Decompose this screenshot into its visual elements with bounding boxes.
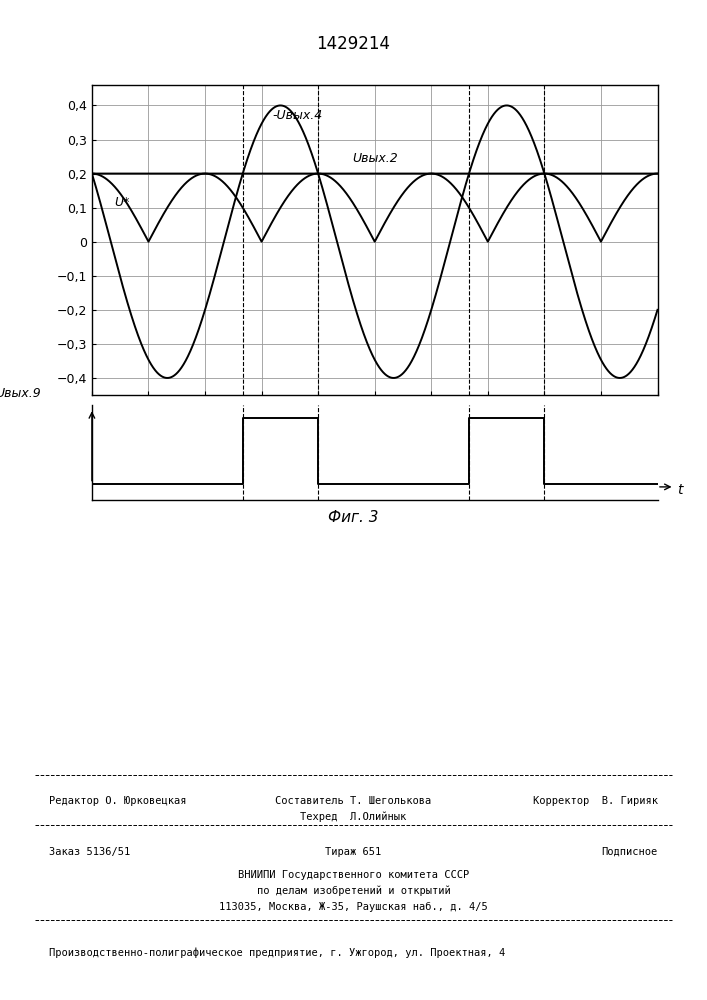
Text: Редактор О. Юрковецкая: Редактор О. Юрковецкая: [49, 796, 187, 806]
Text: U*: U*: [115, 196, 130, 209]
Text: Заказ 5136/51: Заказ 5136/51: [49, 847, 131, 857]
Text: Корректор  В. Гирияк: Корректор В. Гирияк: [532, 796, 658, 806]
Text: 113035, Москва, Ж-35, Раушская наб., д. 4/5: 113035, Москва, Ж-35, Раушская наб., д. …: [219, 902, 488, 912]
Text: Составитель Т. Шеголькова: Составитель Т. Шеголькова: [275, 796, 432, 806]
Text: Uвых.9: Uвых.9: [0, 387, 41, 400]
Text: Подписное: Подписное: [601, 847, 658, 857]
Text: Тираж 651: Тираж 651: [325, 847, 382, 857]
Text: Фиг. 3: Фиг. 3: [328, 510, 379, 525]
Text: -Uвых.4: -Uвых.4: [273, 109, 323, 122]
Text: Техред  Л.Олийнык: Техред Л.Олийнык: [300, 812, 407, 822]
Text: 1429214: 1429214: [317, 35, 390, 53]
Text: ВНИИПИ Государственного комитета СССР: ВНИИПИ Государственного комитета СССР: [238, 870, 469, 880]
Text: Uвых.2: Uвых.2: [352, 152, 398, 165]
Text: Производственно-полиграфическое предприятие, г. Ужгород, ул. Проектная, 4: Производственно-полиграфическое предприя…: [49, 947, 506, 958]
Text: t: t: [677, 483, 683, 497]
Text: по делам изобретений и открытий: по делам изобретений и открытий: [257, 886, 450, 896]
